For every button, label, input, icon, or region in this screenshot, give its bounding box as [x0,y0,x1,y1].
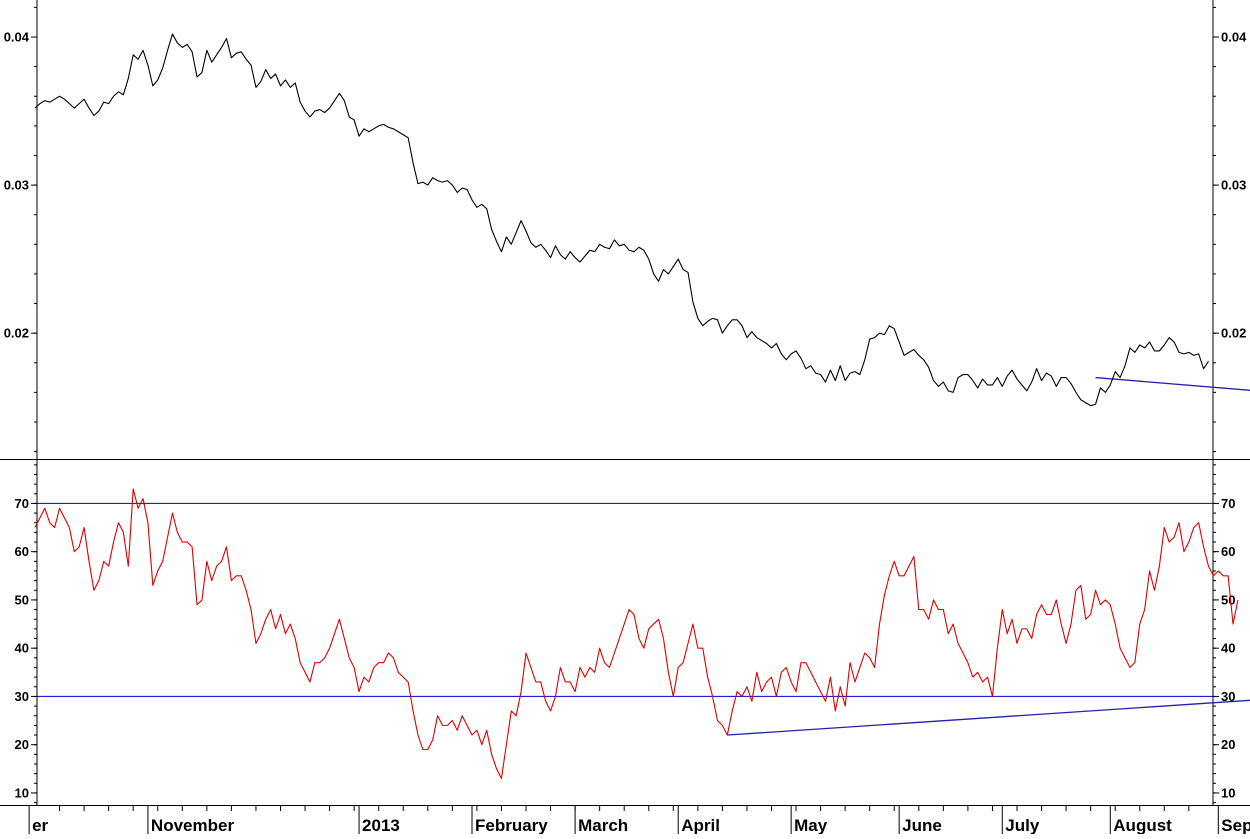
x-month-label: Septem [1221,816,1250,834]
y-tick-label-right: 70 [1221,496,1235,511]
y-tick-label-left: 0.03 [4,178,29,193]
y-tick-label-left: 0.02 [4,326,29,341]
x-month-label: July [1005,816,1040,834]
y-tick-label-left: 70 [15,496,29,511]
y-tick-label-right: 50 [1221,592,1235,607]
y-tick-label-left: 0.04 [4,30,30,45]
trend-line [1095,376,1250,391]
y-tick-label-right: 0.04 [1221,30,1247,45]
y-tick-label-left: 20 [15,737,29,752]
y-tick-label-left: 10 [15,785,29,800]
y-tick-label-right: 60 [1221,544,1235,559]
y-tick-label-left: 50 [15,592,29,607]
x-month-label: March [578,816,628,834]
y-tick-label-left: 30 [15,689,29,704]
price-series-line [34,33,1209,407]
x-month-label: November [151,816,235,834]
y-tick-label-right: 40 [1221,641,1235,656]
y-tick-label-left: 40 [15,641,29,656]
x-month-label: 2013 [362,816,400,834]
x-month-label: May [794,816,828,834]
x-month-label: February [475,816,548,834]
y-tick-label-right: 10 [1221,785,1235,800]
y-tick-label-right: 30 [1221,689,1235,704]
y-tick-label-right: 0.03 [1221,178,1246,193]
x-month-label: August [1113,816,1172,834]
y-tick-label-right: 0.02 [1221,326,1246,341]
y-tick-label-right: 20 [1221,737,1235,752]
y-tick-label-left: 60 [15,544,29,559]
x-month-label: April [681,816,720,834]
oscillator-series-line [34,488,1239,780]
x-month-label: June [902,816,942,834]
x-month-label: er [32,816,48,834]
trend-line [727,699,1250,736]
